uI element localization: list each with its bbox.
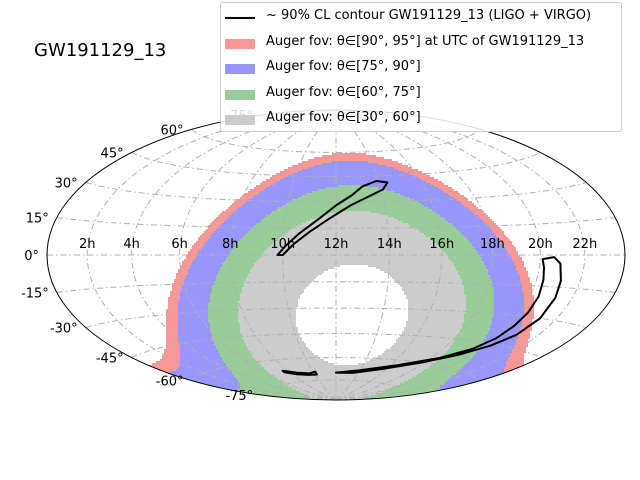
- band-band-60-75: [47, 110, 625, 400]
- dec-tick-label: -30°: [50, 322, 78, 337]
- legend-item-band-90-95: Auger fov: θ∈[90°, 95°] at UTC of GW1911…: [221, 32, 621, 54]
- ra-tick-labels: 2h 4h 6h 8h 10h 12h 14h 16h 18h 20h 22h: [79, 237, 597, 252]
- dec-tick-label: 30°: [55, 177, 78, 192]
- contour-east-strip: [335, 256, 562, 374]
- auger-fov-bands: [47, 110, 625, 400]
- ra-tick-label: 22h: [572, 237, 597, 252]
- legend-color-swatch: [225, 90, 255, 100]
- legend-item-band-75-90: Auger fov: θ∈[75°, 90°]: [221, 57, 621, 79]
- dec-gridline: [131, 152, 541, 177]
- band-band-90-95: [47, 110, 625, 383]
- legend-label: Auger fov: θ∈[90°, 95°] at UTC of GW1911…: [266, 34, 585, 49]
- dec-gridline: [260, 379, 412, 396]
- ra-gridline: [335, 110, 390, 400]
- dec-gridline: [85, 182, 587, 203]
- legend-item-band-30-60: Auger fov: θ∈[30°, 60°]: [221, 108, 621, 130]
- legend-line-swatch: [225, 17, 255, 19]
- ra-gridline: [131, 110, 337, 400]
- dec-tick-label: -75°: [225, 389, 253, 404]
- ra-tick-label: 20h: [528, 237, 553, 252]
- ra-gridline: [335, 110, 541, 400]
- ra-gridline: [335, 110, 586, 400]
- dec-tick-label: -45°: [96, 352, 124, 367]
- ra-tick-label: 2h: [79, 237, 96, 252]
- contour-arc: [276, 180, 389, 256]
- chart-title: GW191129_13: [34, 40, 167, 61]
- legend-label: ~ 90% CL contour GW191129_13 (LIGO + VIR…: [266, 8, 592, 23]
- ra-tick-label: 10h: [270, 237, 295, 252]
- contour-south-blob: [281, 369, 318, 376]
- ra-gridline: [335, 110, 443, 400]
- ra-tick-label: 18h: [480, 237, 505, 252]
- coordinate-grid: [47, 110, 625, 400]
- legend-item-contour: ~ 90% CL contour GW191129_13 (LIGO + VIR…: [221, 6, 621, 28]
- dec-tick-label: 60°: [160, 123, 183, 138]
- ra-tick-label: 14h: [377, 237, 402, 252]
- dec-tick-label: 0°: [24, 249, 39, 264]
- ra-tick-label: 12h: [324, 237, 349, 252]
- band-band-75-90: [47, 110, 625, 400]
- legend-color-swatch: [225, 115, 255, 125]
- legend-label: Auger fov: θ∈[60°, 75°]: [266, 85, 421, 100]
- ra-gridline: [86, 110, 337, 400]
- ra-tick-label: 8h: [222, 237, 239, 252]
- ra-gridline: [229, 110, 337, 400]
- band-band-30-60: [47, 110, 625, 400]
- ra-tick-label: 4h: [123, 237, 140, 252]
- legend-label: Auger fov: θ∈[75°, 90°]: [266, 59, 421, 74]
- gw-contour: [276, 180, 562, 376]
- ra-tick-label: 16h: [429, 237, 454, 252]
- legend-label: Auger fov: θ∈[30°, 60°]: [266, 110, 421, 125]
- legend: ~ 90% CL contour GW191129_13 (LIGO + VIR…: [220, 2, 622, 132]
- legend-item-band-60-75: Auger fov: θ∈[60°, 75°]: [221, 83, 621, 105]
- dec-tick-label: 45°: [101, 147, 124, 162]
- dec-tick-label: 15°: [26, 212, 49, 227]
- dec-tick-label: -15°: [21, 287, 49, 302]
- ra-tick-label: 6h: [171, 237, 188, 252]
- dec-tick-labels: -75°-60°-45°-30°-15°0°15°30°45°60°75°: [21, 109, 253, 404]
- legend-color-swatch: [225, 64, 255, 74]
- legend-color-swatch: [225, 39, 255, 49]
- dec-tick-label: -60°: [156, 375, 184, 390]
- ra-gridline: [179, 110, 337, 400]
